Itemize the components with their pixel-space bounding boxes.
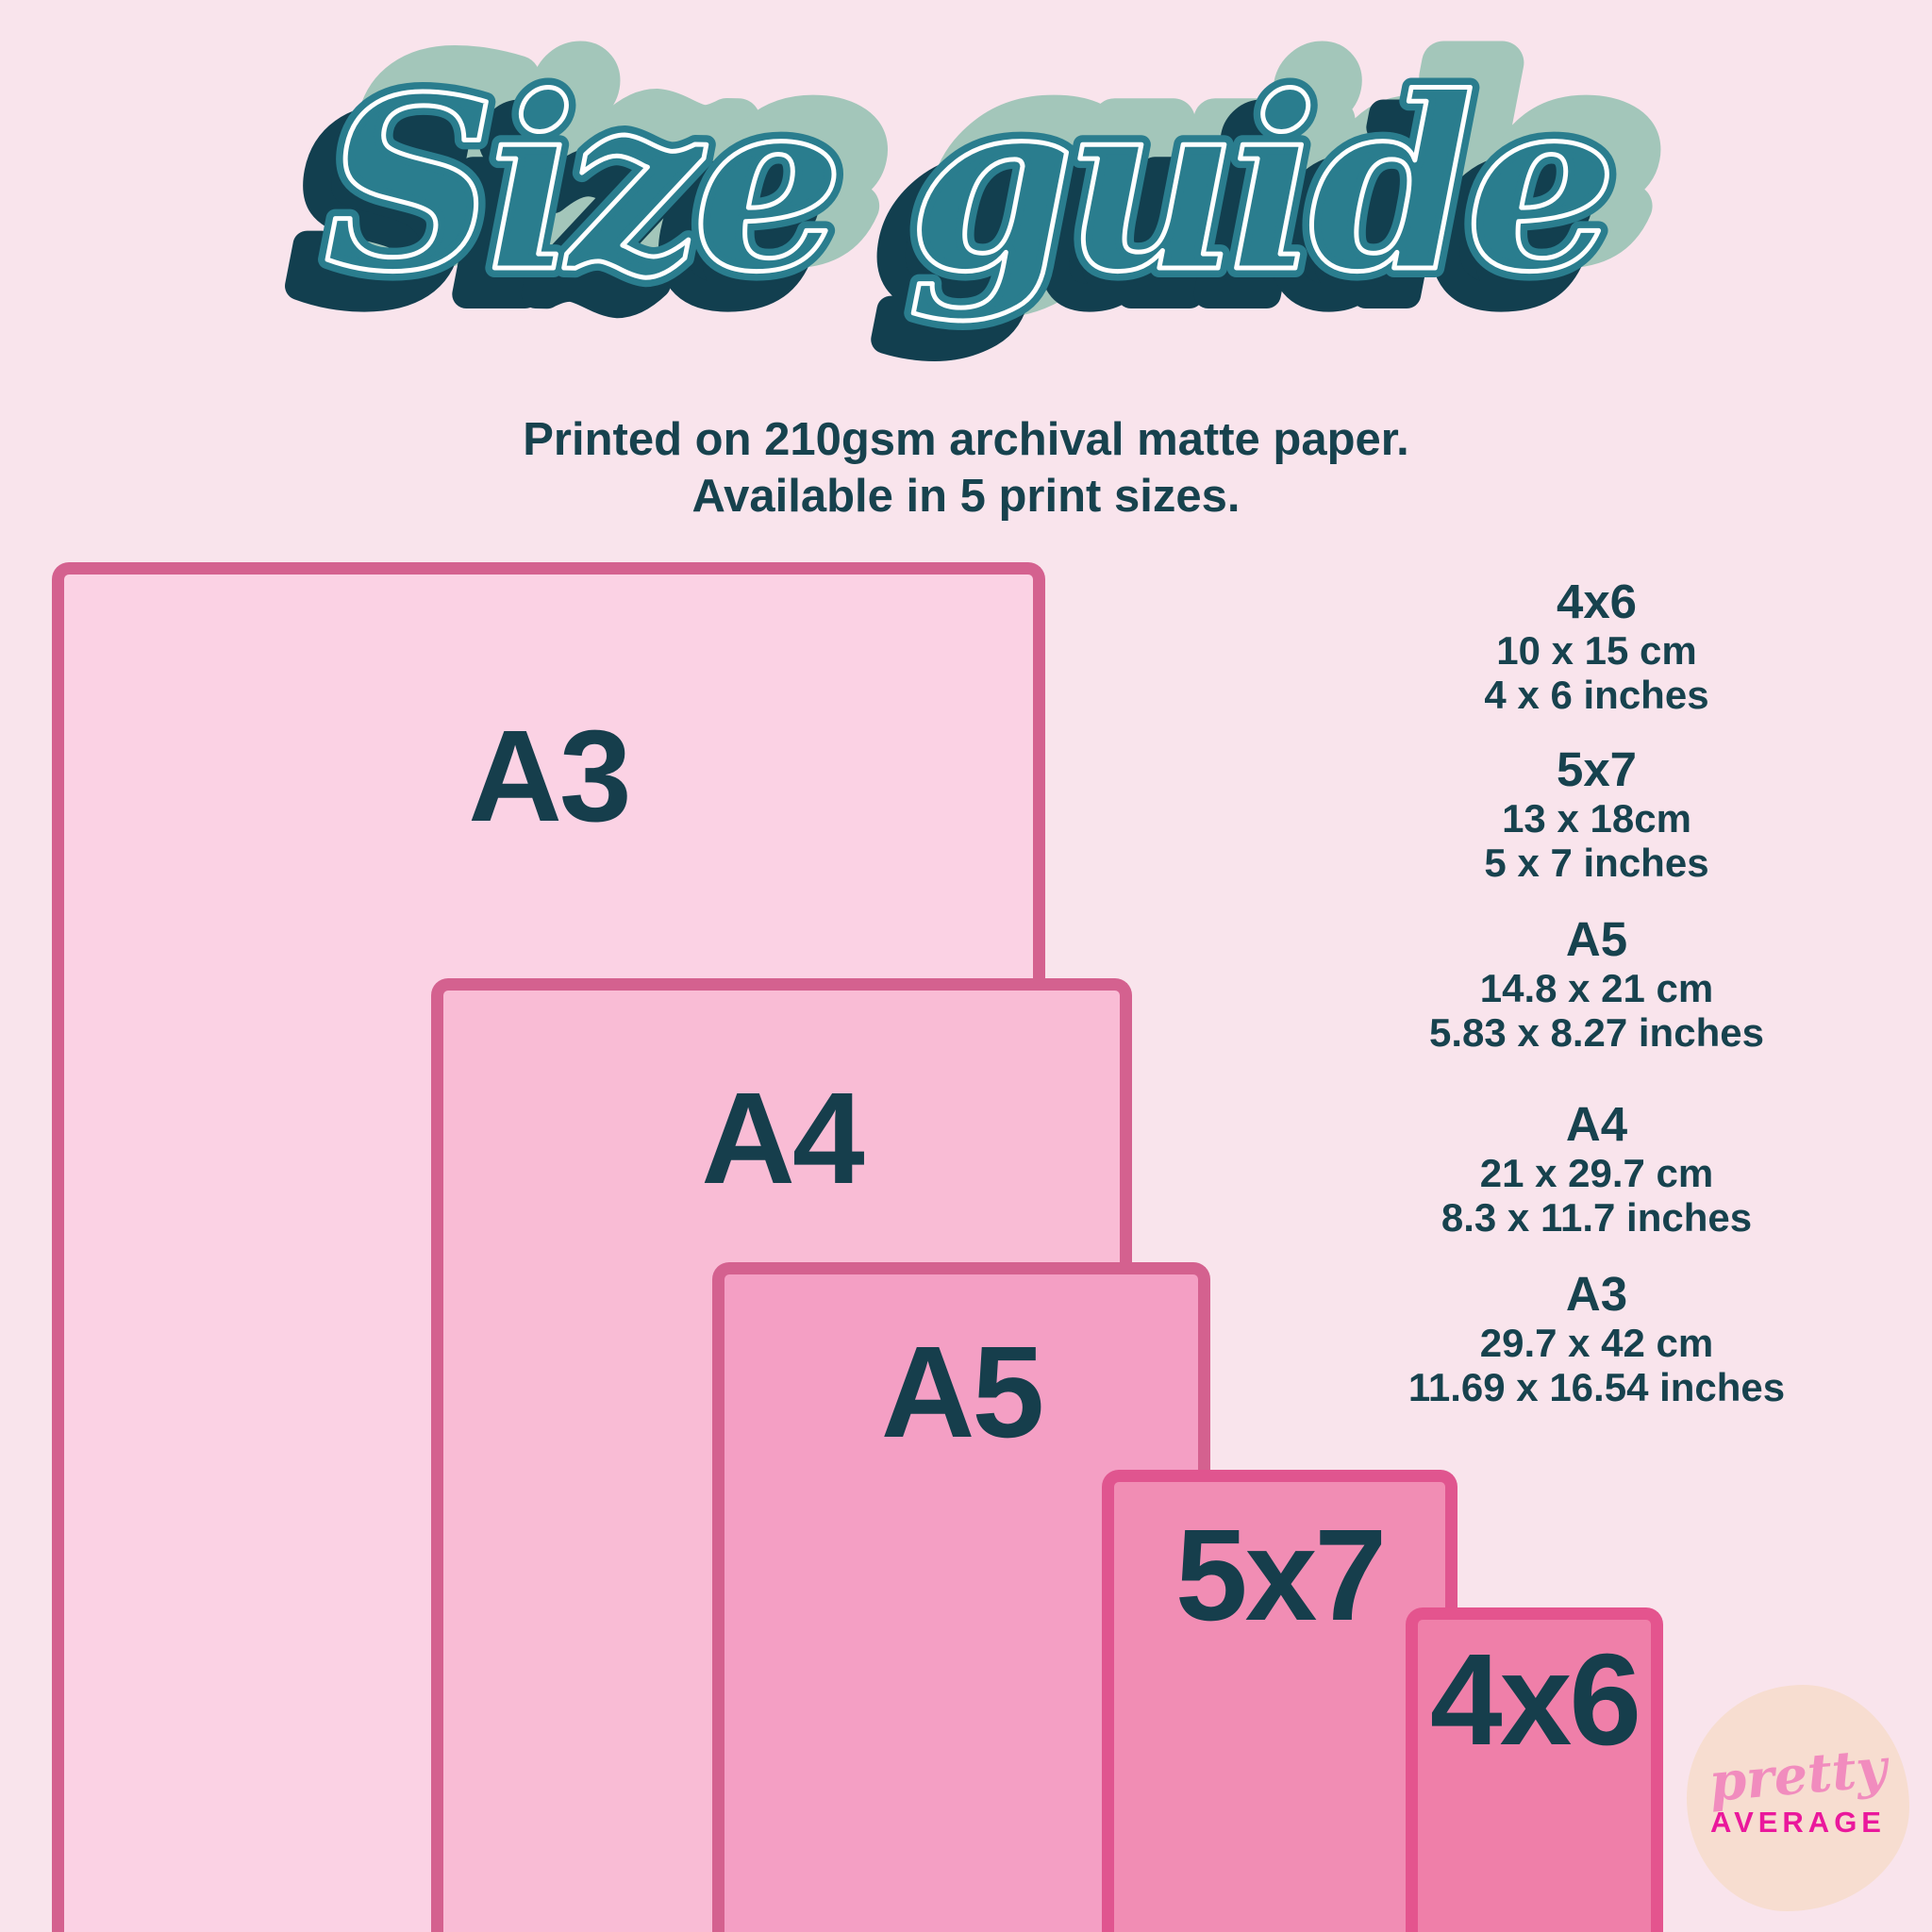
logo-pretty-text: pretty	[1707, 1736, 1890, 1815]
size-item-inches: 5 x 7 inches	[1484, 841, 1709, 885]
size-item-5x7: 5x7 13 x 18cm 5 x 7 inches	[1340, 742, 1854, 886]
4x6-rectangle: 4x6	[1406, 1607, 1663, 1932]
title-shadow-navy: Size guide	[296, 72, 1580, 351]
title-shadow-sage: Size guide	[357, 21, 1641, 300]
size-item-inches: 5.83 x 8.27 inches	[1429, 1010, 1764, 1055]
brand-logo: pretty AVERAGE	[1687, 1685, 1909, 1911]
subtitle-line1: Printed on 210gsm archival matte paper.	[523, 414, 1409, 465]
5x7-rectangle: 5x7	[1102, 1470, 1457, 1932]
title-white-outline: Size guide	[325, 45, 1608, 325]
size-item-cm: 29.7 x 42 cm	[1479, 1321, 1714, 1365]
size-item-cm: 21 x 29.7 cm	[1479, 1151, 1714, 1195]
logo-average-text: AVERAGE	[1709, 1806, 1886, 1839]
size-item-name: A3	[1565, 1267, 1628, 1321]
size-item-cm: 14.8 x 21 cm	[1479, 966, 1714, 1010]
5x7-label: 5x7	[1174, 1503, 1387, 1648]
size-item-inches: 4 x 6 inches	[1484, 673, 1709, 717]
size-item-4x6: 4x6 10 x 15 cm 4 x 6 inches	[1340, 575, 1854, 718]
size-item-a4: A4 21 x 29.7 cm 8.3 x 11.7 inches	[1340, 1097, 1854, 1241]
size-item-cm: 13 x 18cm	[1502, 796, 1691, 841]
size-list: 4x6 10 x 15 cm 4 x 6 inches 5x7 13 x 18c…	[1340, 575, 1854, 1424]
size-item-name: 5x7	[1556, 742, 1638, 796]
size-item-inches: 11.69 x 16.54 inches	[1407, 1365, 1786, 1409]
size-item-name: 4x6	[1556, 575, 1638, 628]
size-item-inches: 8.3 x 11.7 inches	[1441, 1195, 1753, 1240]
subtitle: Printed on 210gsm archival matte paper. …	[0, 411, 1932, 525]
a3-label: A3	[468, 704, 631, 849]
size-item-name: A4	[1565, 1097, 1628, 1151]
title-text: Size guide	[325, 45, 1608, 325]
a4-label: A4	[701, 1066, 864, 1211]
size-item-a3: A3 29.7 x 42 cm 11.69 x 16.54 inches	[1340, 1267, 1854, 1410]
size-item-name: A5	[1565, 912, 1628, 966]
subtitle-line2: Available in 5 print sizes.	[691, 471, 1241, 522]
4x6-label: 4x6	[1429, 1627, 1641, 1773]
a5-label: A5	[880, 1320, 1044, 1465]
size-item-cm: 10 x 15 cm	[1496, 628, 1697, 673]
title-lettering: Size guide Size guide Size guide Size gu…	[282, 8, 1672, 365]
size-item-a5: A5 14.8 x 21 cm 5.83 x 8.27 inches	[1340, 912, 1854, 1056]
